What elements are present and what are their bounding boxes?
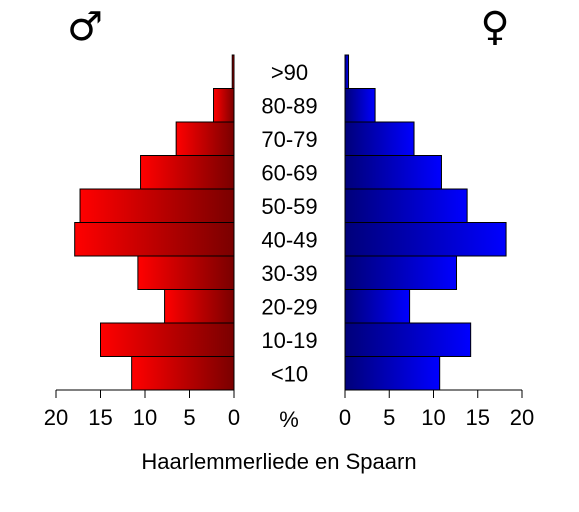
age-group-label: 50-59 (261, 194, 317, 219)
age-group-label: 60-69 (261, 160, 317, 185)
tick-label: 10 (133, 405, 157, 430)
female-x-axis: 0 5 10 15 20 (339, 55, 534, 430)
male-bar-<10 (131, 356, 235, 391)
tick-label: 20 (44, 405, 68, 430)
age-group-label: 10-19 (261, 328, 317, 353)
male-symbol-icon: ♂ (67, 4, 103, 50)
age-group-label: 70-79 (261, 127, 317, 152)
bars-group (74, 54, 507, 391)
male-bar-40-49 (74, 222, 235, 257)
male-bar-60-69 (140, 155, 235, 190)
female-bar->90 (344, 54, 350, 89)
male-bar-80-89 (213, 88, 235, 123)
tick-label: 10 (421, 405, 445, 430)
tick-label: 15 (466, 405, 490, 430)
tick-label: 5 (383, 405, 395, 430)
age-group-labels: <10 10-19 20-29 30-39 40-49 50-59 60-69 70-79 80… (261, 60, 317, 387)
age-group-label: 20-29 (261, 294, 317, 319)
male-bar-30-39 (137, 255, 235, 290)
female-bar-20-29 (344, 289, 411, 324)
unit-label: % (279, 407, 299, 432)
female-bar-40-49 (344, 222, 507, 257)
female-symbol-icon: ♀ (480, 4, 509, 50)
tick-label: 15 (88, 405, 112, 430)
age-group-label: 80-89 (261, 93, 317, 118)
x-axis-title: Haarlemmerliede en Spaarn (141, 449, 416, 474)
male-bar-70-79 (175, 121, 235, 156)
female-bar-80-89 (344, 88, 376, 123)
age-group-label: >90 (271, 60, 308, 85)
age-group-label: <10 (271, 361, 308, 386)
female-bar-60-69 (344, 155, 442, 190)
tick-label: 5 (183, 405, 195, 430)
tick-label: 0 (228, 405, 240, 430)
male-bar-10-19 (100, 322, 235, 357)
female-bar-<10 (344, 356, 441, 391)
male-x-axis: 0 5 10 15 20 (44, 55, 240, 430)
tick-label: 20 (510, 405, 534, 430)
female-bar-30-39 (344, 255, 458, 290)
female-bar-70-79 (344, 121, 415, 156)
age-group-label: 40-49 (261, 227, 317, 252)
female-bar-10-19 (344, 322, 472, 357)
tick-label: 0 (339, 405, 351, 430)
age-group-label: 30-39 (261, 261, 317, 286)
female-bar-50-59 (344, 188, 468, 223)
male-bar-20-29 (164, 289, 235, 324)
male-bar-50-59 (79, 188, 235, 223)
